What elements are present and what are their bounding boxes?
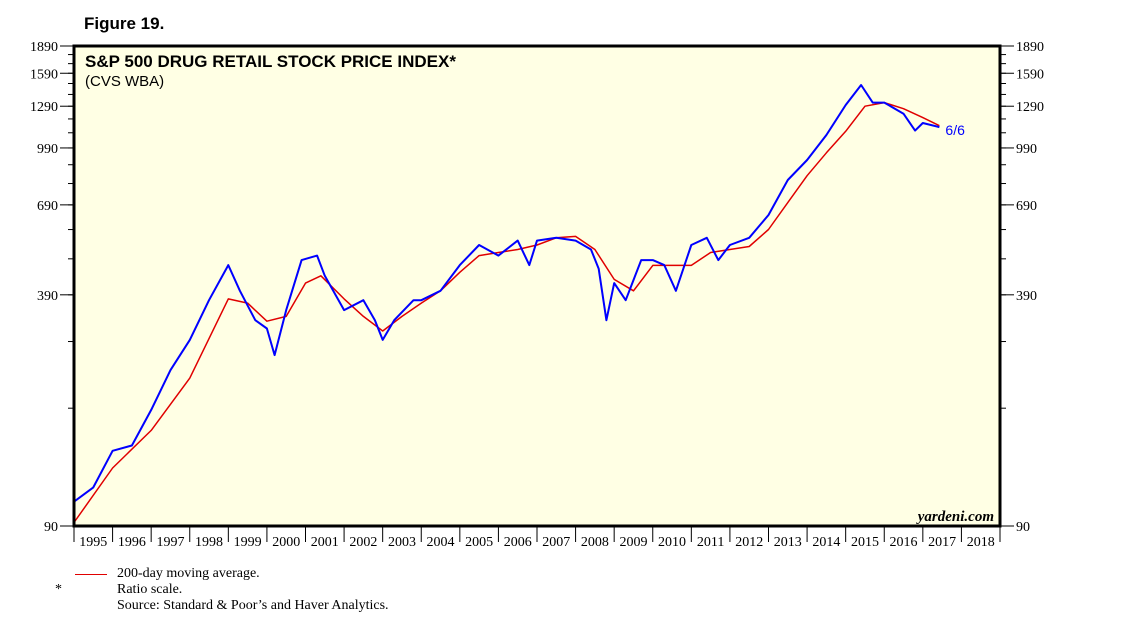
y-tick-label-right: 90 — [1016, 520, 1030, 535]
source-note: Source: Standard & Poor’s and Haver Anal… — [117, 598, 389, 613]
y-tick-label-left: 1590 — [30, 67, 58, 82]
x-tick-label: 1998 — [195, 535, 223, 550]
plot-background — [74, 46, 1000, 526]
ratio-note: Ratio scale. — [117, 582, 183, 597]
legend-label: 200-day moving average. — [117, 566, 260, 581]
x-tick-label: 2005 — [465, 535, 493, 550]
y-tick-label-left: 1890 — [30, 40, 58, 55]
x-tick-label: 2017 — [928, 535, 956, 550]
x-tick-label: 2007 — [542, 535, 570, 550]
plot-frame — [72, 44, 1002, 528]
y-tick-label-right: 990 — [1016, 142, 1037, 157]
x-tick-label: 2006 — [504, 535, 532, 550]
x-tick-label: 1999 — [234, 535, 262, 550]
y-tick-label-left: 1290 — [30, 100, 58, 115]
x-tick-label: 2002 — [349, 535, 377, 550]
figure-label: Figure 19. — [84, 14, 165, 33]
y-tick-label-right: 1590 — [1016, 67, 1044, 82]
moving_average-line — [73, 101, 940, 523]
x-tick-label: 2004 — [427, 535, 455, 550]
y-tick-label-right: 390 — [1016, 289, 1037, 304]
y-tick-label-right: 1890 — [1016, 40, 1044, 55]
x-tick-label: 2015 — [851, 535, 879, 550]
x-tick-label: 2011 — [697, 535, 724, 550]
x-tick-label: 2013 — [774, 535, 802, 550]
y-tick-label-left: 390 — [37, 289, 58, 304]
y-tick-label-right: 1290 — [1016, 100, 1044, 115]
x-tick-label: 2008 — [581, 535, 609, 550]
x-tick-label: 1997 — [156, 535, 184, 550]
x-tick-label: 2001 — [311, 535, 339, 550]
notes: 200-day moving average. * Ratio scale. So… — [55, 566, 389, 614]
x-tick-label: 2000 — [272, 535, 300, 550]
x-tick-label: 2009 — [619, 535, 647, 550]
legend-swatch-moving-average — [75, 574, 107, 575]
x-tick-label: 1996 — [118, 535, 146, 550]
asterisk: * — [55, 582, 62, 597]
x-tick-label: 2010 — [658, 535, 686, 550]
end-label: 6/6 — [945, 122, 965, 138]
x-tick-label: 1995 — [79, 535, 107, 550]
x-tick-label: 2018 — [967, 535, 995, 550]
y-tick-label-left: 90 — [44, 520, 58, 535]
chart-title: S&P 500 DRUG RETAIL STOCK PRICE INDEX* — [85, 52, 456, 71]
x-tick-label: 2016 — [890, 535, 918, 550]
x-tick-label: 2012 — [735, 535, 763, 550]
y-tick-label-right: 690 — [1016, 199, 1037, 214]
x-tick-label: 2014 — [812, 535, 840, 550]
y-tick-label-left: 990 — [37, 142, 58, 157]
x-tick-label: 2003 — [388, 535, 416, 550]
y-tick-label-left: 690 — [37, 199, 58, 214]
watermark: yardeni.com — [916, 509, 994, 525]
chart-subtitle: (CVS WBA) — [85, 73, 164, 90]
price-line — [73, 84, 940, 503]
